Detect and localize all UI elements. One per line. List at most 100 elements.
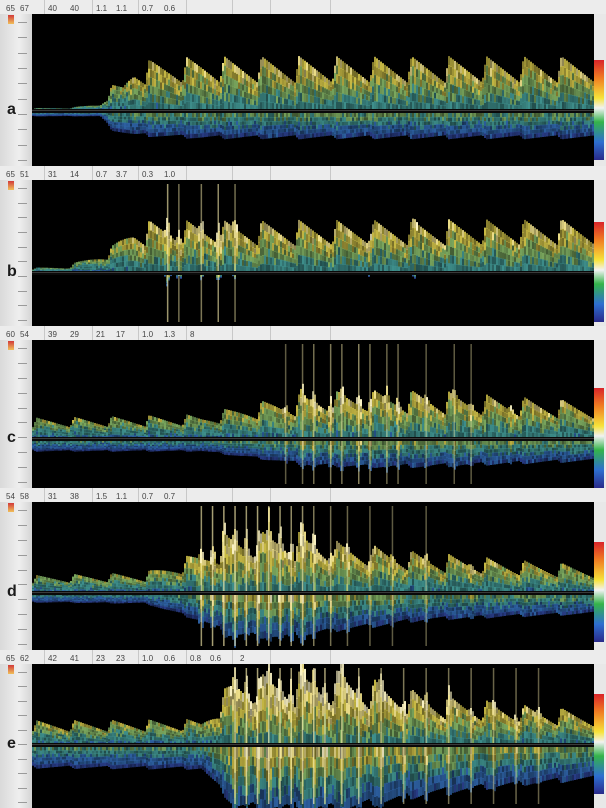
spectral-cell xyxy=(184,95,186,104)
spectral-cell xyxy=(288,251,290,257)
spectral-cell xyxy=(258,113,260,118)
spectral-cell xyxy=(460,129,462,134)
spectral-cell xyxy=(132,99,134,106)
spectral-cell xyxy=(430,124,432,130)
spectral-cell xyxy=(424,243,426,252)
spectral-cell xyxy=(136,116,138,121)
spectral-cell xyxy=(294,127,296,132)
spectral-cell xyxy=(346,79,348,88)
spectral-cell xyxy=(314,120,316,126)
spectral-cell xyxy=(424,121,426,126)
spectral-cell xyxy=(174,127,176,132)
spectral-cell xyxy=(484,125,486,130)
spectral-cell xyxy=(282,97,284,105)
spectral-cell xyxy=(222,94,224,103)
spectral-cell xyxy=(382,113,384,118)
spectral-cell xyxy=(490,134,492,139)
spectral-cell xyxy=(340,68,342,77)
spectral-cell xyxy=(128,90,130,96)
spectral-cell xyxy=(428,124,430,130)
spectral-cell xyxy=(420,125,422,130)
spectral-cell xyxy=(160,88,162,97)
spectral-cell xyxy=(40,115,42,117)
spectral-cell xyxy=(320,260,322,267)
spectral-cell xyxy=(456,113,458,118)
spectral-cell xyxy=(252,242,254,248)
spectral-cell xyxy=(162,251,164,259)
spectral-cell xyxy=(564,129,566,135)
spectral-cell xyxy=(534,113,536,118)
spectral-cell xyxy=(430,259,432,267)
spectral-cell xyxy=(112,263,114,269)
spectral-cell xyxy=(454,240,456,249)
spectral-cell xyxy=(414,254,416,264)
spectral-cell xyxy=(438,104,440,111)
spectral-cell xyxy=(132,104,134,111)
spectral-cell xyxy=(554,85,556,92)
spectral-cell xyxy=(214,83,216,90)
spectral-cell xyxy=(168,124,170,129)
spectral-cell xyxy=(332,127,334,133)
spectral-cell xyxy=(192,232,194,242)
spectral-cell xyxy=(388,96,390,104)
header-divider xyxy=(270,0,271,14)
spectral-cell xyxy=(480,95,482,102)
spectral-cell xyxy=(416,247,418,256)
spectral-cell xyxy=(330,258,332,264)
spectral-cell xyxy=(504,70,506,78)
spectral-cell xyxy=(512,128,514,133)
spectral-cell xyxy=(400,113,402,118)
spectral-cell xyxy=(462,258,464,266)
spectral-cell xyxy=(168,113,170,118)
spectral-cell xyxy=(332,78,334,85)
spectral-cell xyxy=(138,241,140,247)
spectral-cell xyxy=(206,97,208,105)
spectral-cell xyxy=(256,100,258,106)
ruler-tick xyxy=(18,305,27,307)
spectral-cell xyxy=(504,113,506,118)
spectral-cell xyxy=(150,263,152,273)
spectral-cell xyxy=(254,116,256,121)
spectral-cell xyxy=(96,106,98,108)
spectral-cell xyxy=(230,77,232,87)
spectral-cell xyxy=(478,79,480,86)
spectral-cell xyxy=(250,251,252,257)
spectral-cell xyxy=(522,113,524,118)
spectral-cell xyxy=(200,102,202,111)
spectral-cell xyxy=(246,128,248,133)
spectral-cell xyxy=(428,239,430,247)
spectral-cell xyxy=(370,116,372,122)
spectral-cell xyxy=(416,77,418,86)
spectral-cell xyxy=(542,132,544,137)
spectral-cell xyxy=(528,68,530,78)
spectral-cell xyxy=(464,231,466,239)
spectral-cell xyxy=(554,95,556,101)
spectral-cell xyxy=(484,242,486,251)
spectral-cell xyxy=(496,125,498,130)
spectral-cell xyxy=(588,104,590,111)
spectral-cell xyxy=(118,251,120,258)
spectral-cell xyxy=(54,268,56,270)
spectral-cell xyxy=(468,253,470,261)
spectral-cell xyxy=(358,113,360,118)
spectral-cell xyxy=(560,66,562,76)
spectral-cell xyxy=(260,247,262,257)
spectral-cell xyxy=(162,120,164,125)
spectral-cell xyxy=(284,80,286,87)
spectral-cell xyxy=(556,82,558,88)
spectral-cell xyxy=(520,132,522,137)
spectral-cell xyxy=(252,267,254,273)
spectral-cell xyxy=(212,99,214,106)
spectral-cell xyxy=(560,134,562,139)
spectral-cell xyxy=(226,129,228,135)
spectral-cell xyxy=(406,267,408,273)
spectral-cell xyxy=(290,267,292,273)
spectral-cell xyxy=(582,73,584,80)
spectral-cell xyxy=(496,249,498,258)
spectral-cell xyxy=(164,275,166,277)
spectral-cell xyxy=(294,249,296,255)
spectral-cell xyxy=(250,256,252,263)
spectral-cell xyxy=(110,248,112,254)
spectral-cell xyxy=(76,265,78,268)
spectral-cell xyxy=(248,239,250,246)
